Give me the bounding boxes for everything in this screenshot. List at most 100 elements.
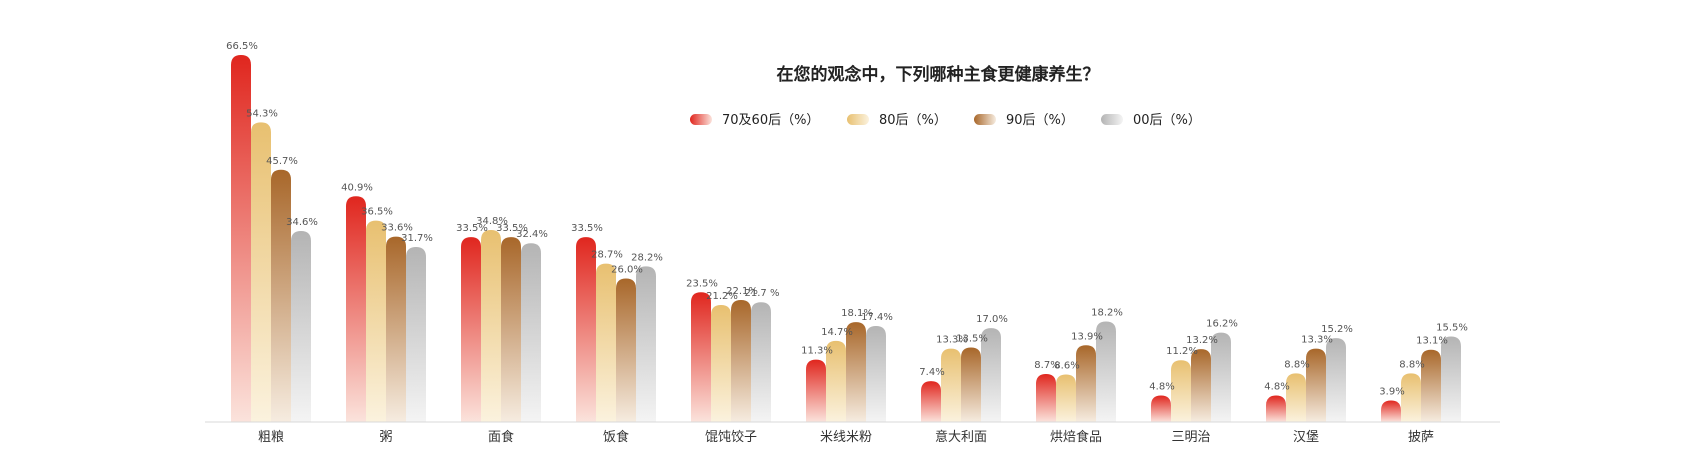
bar-2-0 <box>461 237 481 422</box>
value-label: 8.6% <box>1054 361 1079 372</box>
value-label: 13.9% <box>1071 331 1103 342</box>
value-label: 45.7% <box>266 156 298 167</box>
value-label: 31.7% <box>401 233 433 244</box>
value-label: 11.2% <box>1166 346 1198 357</box>
value-label: 21.2% <box>706 291 738 302</box>
value-label: 34.6% <box>286 217 318 228</box>
value-label: 15.5% <box>1436 322 1468 333</box>
bar-1-0 <box>346 196 366 422</box>
bar-0-0 <box>231 55 251 422</box>
value-labels-layer: 66.5% 54.3% 45.7% 34.6% 40.9% 36.5% 33.6%31.7%… <box>226 41 1468 397</box>
bar-10-3 <box>1441 336 1461 422</box>
bar-2-3 <box>521 243 541 422</box>
value-label: 13.3% <box>1301 335 1333 346</box>
value-label: 22.1% <box>726 286 758 297</box>
legend-swatch <box>974 114 996 125</box>
bar-6-1 <box>941 348 961 422</box>
value-label: 17.0% <box>976 314 1008 325</box>
bar-3-2 <box>616 278 636 422</box>
value-label: 17.4% <box>861 312 893 323</box>
bar-9-1 <box>1286 373 1306 422</box>
bar-0-3 <box>291 231 311 422</box>
category-label: 饭食 <box>603 429 629 445</box>
category-label: 馄饨饺子 <box>705 430 757 445</box>
bar-9-0 <box>1266 395 1286 422</box>
legend-swatch <box>690 114 712 125</box>
value-label: 28.2% <box>631 252 663 263</box>
legend-label: 80后（%） <box>879 113 947 128</box>
bar-5-0 <box>806 359 826 422</box>
value-label: 34.8% <box>476 216 508 227</box>
value-label: 28.7% <box>591 250 623 261</box>
legend-label: 90后（%） <box>1006 113 1074 128</box>
bar-1-2 <box>386 236 406 422</box>
value-label: 33.6% <box>381 223 413 234</box>
bar-9-3 <box>1326 338 1346 422</box>
value-label: 21.7 % <box>745 288 780 299</box>
bar-7-1 <box>1056 374 1076 422</box>
legend-swatch <box>847 114 869 125</box>
category-label: 烘焙食品 <box>1050 429 1102 445</box>
category-label: 米线米粉 <box>820 430 872 445</box>
legend: 70及60后（%） 80后（%） 90后（%） 00后（%） <box>690 113 1201 128</box>
category-label: 粥 <box>379 429 392 445</box>
chart-title: 在您的观念中，下列哪种主食更健康养生？ <box>777 64 1100 85</box>
bar-5-2 <box>846 322 866 422</box>
bar-7-0 <box>1036 373 1056 422</box>
bar-3-3 <box>636 266 656 422</box>
bar-4-1 <box>711 305 731 422</box>
bar-5-1 <box>826 340 846 422</box>
bar-6-0 <box>921 381 941 422</box>
bar-1-1 <box>366 220 386 422</box>
value-label: 18.2% <box>1091 308 1123 319</box>
value-label: 16.2% <box>1206 319 1238 330</box>
value-label: 13.3% <box>936 335 968 346</box>
value-label: 13.2% <box>1186 335 1218 346</box>
bar-1-3 <box>406 247 426 422</box>
bar-8-1 <box>1171 360 1191 422</box>
value-label: 3.9% <box>1379 386 1404 397</box>
bar-10-0 <box>1381 400 1401 422</box>
value-label: 15.2% <box>1321 324 1353 335</box>
bar-0-1 <box>251 122 271 423</box>
value-label: 66.5% <box>226 41 258 52</box>
bar-3-0 <box>576 237 596 422</box>
category-label: 意大利面 <box>935 429 987 445</box>
value-label: 33.5% <box>571 223 603 234</box>
legend-label: 00后（%） <box>1133 113 1201 128</box>
value-label: 23.5% <box>686 278 718 289</box>
value-label: 8.7% <box>1034 360 1059 371</box>
value-label: 33.5% <box>456 223 488 234</box>
bar-3-1 <box>596 263 616 422</box>
value-label: 13.1% <box>1416 336 1448 347</box>
bars-layer <box>231 55 1461 423</box>
value-label: 18.1% <box>841 308 873 319</box>
value-label: 8.8% <box>1399 359 1424 370</box>
bar-6-2 <box>961 347 981 422</box>
bar-9-2 <box>1306 348 1326 422</box>
value-label: 33.5% <box>496 223 528 234</box>
bar-10-1 <box>1401 373 1421 422</box>
category-label: 粗粮 <box>258 430 284 445</box>
category-label: 面食 <box>488 429 514 445</box>
value-label: 13.5% <box>956 333 988 344</box>
bar-2-1 <box>481 229 501 422</box>
value-label: 8.8% <box>1284 359 1309 370</box>
value-label: 36.5% <box>361 207 393 218</box>
bar-2-2 <box>501 237 521 422</box>
bar-7-2 <box>1076 345 1096 422</box>
value-label: 11.3% <box>801 346 833 357</box>
bar-5-3 <box>866 325 886 422</box>
value-label: 4.8% <box>1264 382 1289 393</box>
value-label: 26.0% <box>611 265 643 276</box>
bar-10-2 <box>1421 349 1441 422</box>
value-label: 54.3% <box>246 108 278 119</box>
value-label: 32.4% <box>516 229 548 240</box>
legend-swatch <box>1101 114 1123 125</box>
value-label: 40.9% <box>341 182 373 193</box>
bar-4-0 <box>691 292 711 422</box>
value-label: 14.7% <box>821 327 853 338</box>
value-label: 7.4% <box>919 367 944 378</box>
